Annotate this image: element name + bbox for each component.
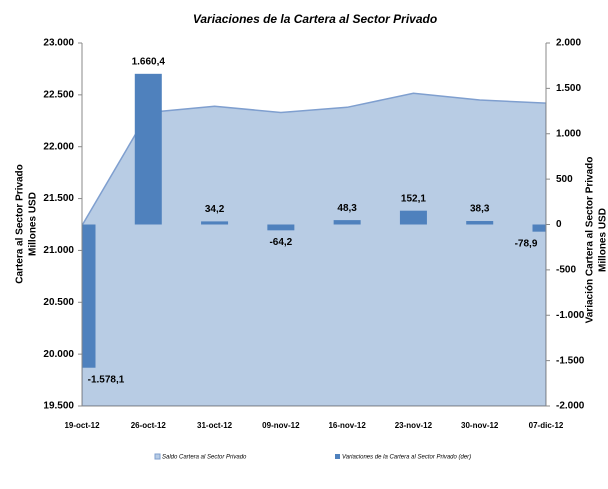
y2-tick-label: -1.500 (556, 355, 585, 366)
chart-title: Variaciones de la Cartera al Sector Priv… (193, 12, 437, 26)
y2-tick-label: -2.000 (556, 401, 585, 412)
y2-tick-label: 500 (556, 174, 573, 185)
data-label: 48,3 (337, 203, 357, 214)
y-tick-label: 22.500 (43, 89, 74, 100)
legend-label: Saldo Cartera al Sector Privado (162, 455, 247, 461)
y2-tick-label: 1.500 (556, 83, 581, 94)
x-tick-label: 30-nov-12 (461, 421, 499, 430)
x-tick-label: 26-oct-12 (131, 421, 167, 430)
y-tick-label: 21.000 (43, 245, 74, 256)
x-tick-label: 19-oct-12 (64, 421, 100, 430)
data-label: 38,3 (470, 204, 490, 215)
legend-swatch (335, 454, 340, 459)
y-tick-label: 23.000 (43, 38, 74, 49)
legend-swatch (154, 453, 161, 460)
bar (267, 224, 295, 231)
data-label: -78,9 (515, 238, 538, 249)
data-label: 34,2 (205, 204, 225, 215)
x-tick-label: 23-nov-12 (395, 421, 433, 430)
bar (466, 221, 494, 225)
bar (399, 210, 427, 225)
bar (201, 221, 229, 225)
y-tick-label: 21.500 (43, 193, 74, 204)
data-label: -64,2 (269, 237, 292, 248)
x-tick-label: 31-oct-12 (197, 421, 233, 430)
data-label: 1.660,4 (132, 56, 166, 67)
y-axis-label: Cartera al Sector Privado (15, 164, 26, 284)
y-tick-label: 19.500 (43, 401, 74, 412)
x-tick-label: 07-dic-12 (529, 421, 564, 430)
data-label: -1.578,1 (88, 374, 125, 385)
x-tick-label: 09-nov-12 (262, 421, 300, 430)
y-tick-label: 20.000 (43, 349, 74, 360)
legend-label: Variaciones de la Cartera al Sector Priv… (342, 455, 471, 461)
data-label: 152,1 (401, 193, 426, 204)
bar (532, 224, 546, 232)
y-tick-label: 22.000 (43, 141, 74, 152)
y2-axis-label: Millones USD (598, 208, 608, 272)
y2-tick-label: 1.000 (556, 128, 581, 139)
area (82, 92, 546, 406)
y-axis-label: Millones USD (28, 192, 39, 256)
bar (82, 224, 96, 368)
y2-tick-label: 2.000 (556, 38, 581, 49)
bar (333, 220, 361, 225)
plot (82, 73, 546, 406)
y2-tick-label: -500 (556, 265, 576, 276)
x-tick-label: 16-nov-12 (328, 421, 366, 430)
y-tick-label: 20.500 (43, 297, 74, 308)
y2-tick-label: -1.000 (556, 310, 585, 321)
y2-tick-label: 0 (556, 219, 562, 230)
bar (134, 73, 162, 225)
y2-axis-label: Variación Cartera al Sector Privado (585, 157, 596, 324)
